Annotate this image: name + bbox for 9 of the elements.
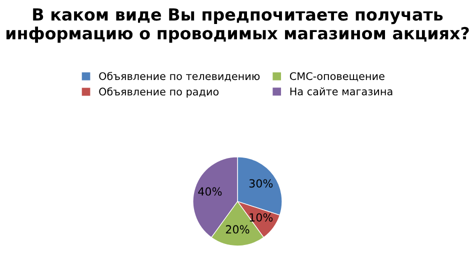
legend-label: Объявление по телевидению: [99, 72, 260, 82]
legend-label: СМС-оповещение: [290, 72, 384, 82]
legend-label: На сайте магазина: [290, 87, 392, 96]
data-label: 10%: [250, 213, 273, 222]
chart-title: В каком виде Вы предпочитаете получать информацию о проводимых магазином акциях?: [6, 8, 469, 43]
data-label: 20%: [226, 225, 250, 234]
data-label: 40%: [198, 187, 222, 196]
legend-label: Объявление по радио: [99, 87, 219, 98]
data-label: 30%: [249, 179, 273, 188]
